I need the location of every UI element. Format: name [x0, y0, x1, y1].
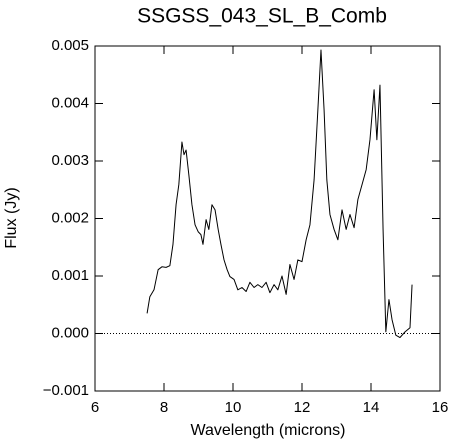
x-tick-label: 10: [225, 399, 242, 416]
x-tick-label: 16: [432, 399, 449, 416]
y-tick-label: 0.003: [51, 152, 89, 169]
chart-title: SSGSS_043_SL_B_Comb: [137, 5, 387, 28]
x-tick-label: 14: [363, 399, 380, 416]
x-tick-label: 8: [160, 399, 168, 416]
x-tick-label: 12: [294, 399, 311, 416]
spectrum-line: [146, 49, 413, 339]
y-tick-label: 0.000: [51, 324, 89, 341]
x-tick-label: 6: [91, 399, 99, 416]
x-axis-label: Wavelength (microns): [190, 422, 345, 439]
y-tick-label: 0.005: [51, 37, 89, 54]
y-tick-label: −0.001: [43, 382, 89, 399]
plot-frame: [94, 45, 441, 392]
y-axis-label: Flux (Jy): [3, 187, 20, 248]
y-tick-label: 0.002: [51, 209, 89, 226]
y-tick-label: 0.004: [51, 94, 89, 111]
y-tick-label: 0.001: [51, 267, 89, 284]
